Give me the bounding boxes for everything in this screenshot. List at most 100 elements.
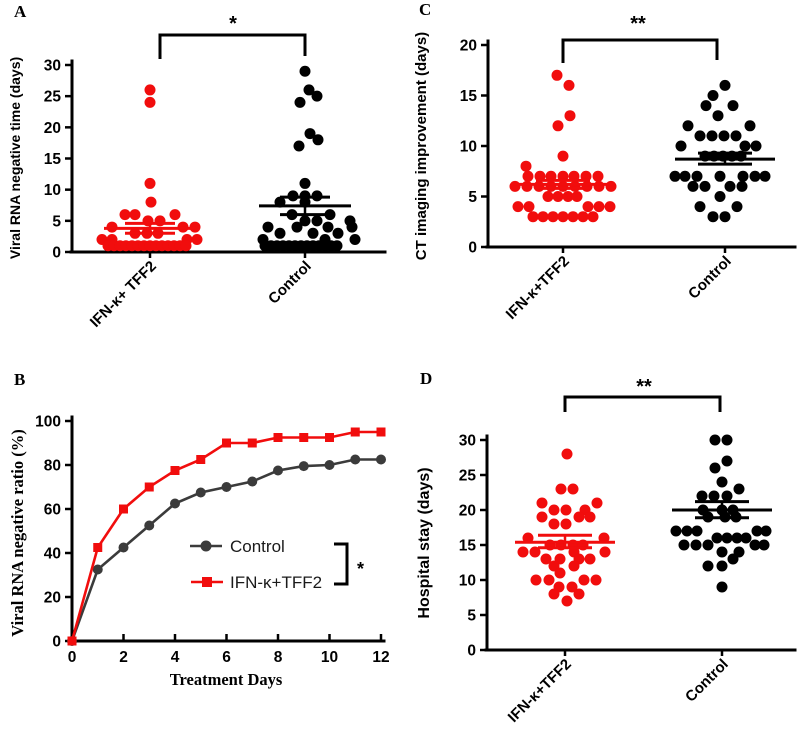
data-point	[568, 560, 580, 572]
data-point	[293, 140, 305, 152]
data-point	[727, 100, 739, 112]
data-point	[751, 525, 763, 537]
panel-d-dot-plot: D Hospital stay (days) ** 0 5 10 15 20 25 30 I…	[416, 369, 797, 726]
panel-d-y-axis-label: Hospital stay (days)	[416, 467, 433, 618]
data-point	[587, 211, 599, 223]
data-point	[687, 180, 699, 192]
data-point	[522, 170, 534, 182]
panel-d-plot-area: 0 5 10 15 20 25 30	[459, 395, 797, 660]
data-point-circle	[324, 460, 335, 470]
data-point	[307, 227, 319, 239]
y-axis-tick-label: 20	[44, 120, 61, 137]
x-axis-tick-label: 6	[222, 649, 231, 666]
data-point	[564, 110, 576, 122]
data-point	[691, 170, 703, 182]
data-point	[119, 209, 131, 221]
y-axis-tick-label: 25	[459, 468, 477, 485]
data-point-circle	[221, 482, 232, 492]
data-point	[346, 221, 358, 233]
panel-d-letter: D	[420, 369, 432, 388]
data-point	[681, 525, 693, 537]
x-axis-tick-label: 12	[372, 649, 389, 666]
y-axis-tick-label: 10	[459, 573, 476, 590]
data-point	[548, 504, 560, 516]
data-point-circle	[144, 520, 155, 531]
data-point	[332, 227, 344, 239]
data-point	[349, 234, 361, 246]
panel-c-plot-area: 0 5 10 15 20	[460, 38, 797, 257]
data-point-square	[247, 438, 257, 448]
data-point-square	[376, 427, 386, 437]
data-point	[551, 69, 563, 81]
data-point	[299, 215, 311, 227]
panel-a-group1-label: IFN-κ+ TFF2	[87, 258, 160, 331]
data-point	[582, 201, 594, 213]
panel-a-plot-area: 0 5 10 15 20 25 30	[44, 33, 387, 262]
data-point	[731, 532, 743, 544]
y-axis-tick-label: 30	[44, 58, 61, 75]
series-2	[67, 427, 386, 646]
data-point	[573, 588, 585, 600]
data-point	[750, 140, 762, 152]
data-point	[560, 504, 572, 516]
data-point	[299, 177, 311, 189]
significance-bracket	[561, 38, 719, 63]
data-point	[169, 209, 181, 221]
data-point	[760, 525, 772, 537]
data-point	[709, 462, 721, 474]
group-1-mean-error-bars	[515, 533, 615, 550]
panel-a-y-axis-label: Viral RNA negative time (days)	[7, 57, 23, 259]
data-point	[312, 134, 324, 146]
data-point	[724, 180, 736, 192]
data-point-circle	[195, 487, 206, 498]
data-point	[716, 560, 728, 572]
data-point-circle	[247, 476, 258, 487]
group-1-mean-error-bars	[513, 178, 613, 190]
x-axis-tick-label: 8	[274, 649, 283, 666]
legend-circle-marker	[200, 540, 212, 552]
x-axis-tick-label: 0	[68, 649, 77, 666]
significance-bracket	[158, 33, 307, 59]
data-point	[331, 240, 343, 252]
panel-b-line-chart: B Viral RNA negative ratio (%) Treatment…	[8, 370, 390, 689]
panel-b-legend-label-control: Control	[230, 537, 285, 556]
data-point	[696, 490, 708, 502]
data-point	[733, 483, 745, 495]
data-point	[592, 170, 604, 182]
data-point	[144, 177, 156, 189]
data-point	[536, 511, 548, 523]
data-point	[322, 221, 334, 233]
data-point-square	[170, 466, 180, 475]
y-axis-tick-label: 100	[35, 414, 61, 431]
group-2-points	[670, 434, 772, 593]
y-axis-tick-label: 0	[52, 245, 61, 262]
data-point	[561, 595, 573, 607]
data-point	[707, 90, 719, 101]
data-point	[718, 130, 730, 142]
panel-c-y-axis-label: CT imaging improvement (days)	[413, 32, 430, 260]
data-point	[557, 150, 569, 162]
data-point	[694, 201, 706, 213]
panel-d-significance-star: **	[636, 376, 652, 398]
y-axis-tick-label: 0	[52, 634, 61, 651]
data-point	[675, 140, 687, 152]
data-point-square	[273, 433, 283, 442]
data-point	[716, 476, 728, 488]
y-axis-tick-label: 15	[460, 88, 478, 105]
data-point	[604, 201, 616, 213]
data-point	[509, 180, 521, 192]
y-axis-tick-label: 20	[44, 590, 61, 607]
data-point	[593, 180, 605, 192]
data-point	[571, 191, 583, 202]
data-point-circle	[92, 564, 103, 575]
data-point	[739, 140, 751, 152]
data-point	[679, 170, 691, 182]
data-point	[569, 180, 581, 192]
data-point	[144, 84, 156, 96]
data-point	[303, 84, 315, 96]
data-point-square	[196, 455, 206, 464]
data-point	[584, 511, 596, 523]
data-point	[711, 532, 723, 544]
data-point	[557, 211, 569, 223]
